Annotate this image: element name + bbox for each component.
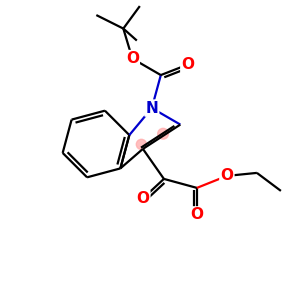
- Circle shape: [136, 139, 146, 149]
- Text: O: O: [181, 57, 194, 72]
- Circle shape: [158, 128, 169, 139]
- Text: O: O: [190, 207, 203, 222]
- Text: O: O: [220, 168, 233, 183]
- Text: N: N: [146, 100, 158, 116]
- Text: O: O: [126, 51, 139, 66]
- Text: O: O: [136, 191, 149, 206]
